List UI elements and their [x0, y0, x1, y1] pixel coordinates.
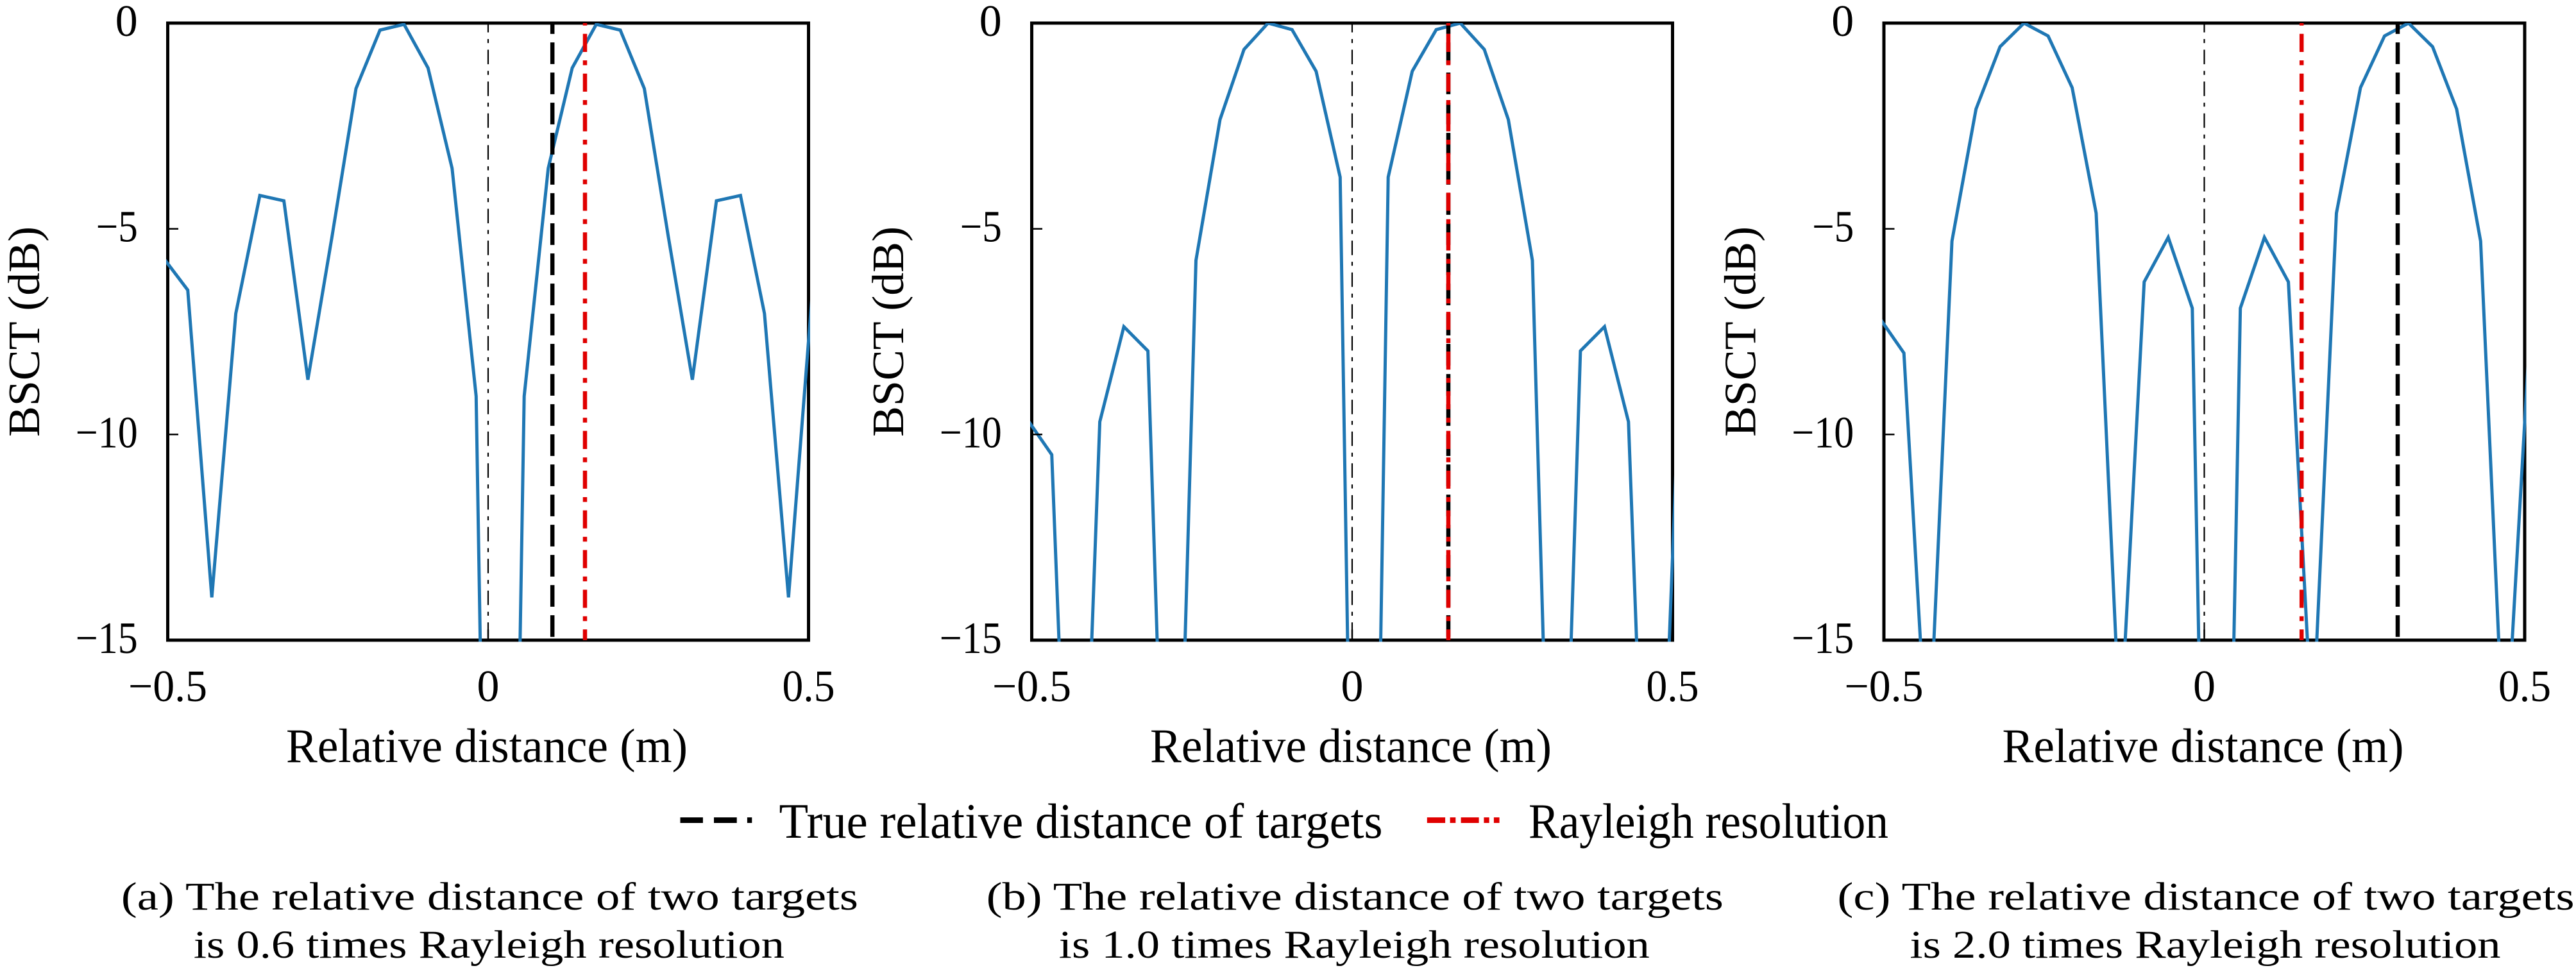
svg-text:−15: −15	[1792, 614, 1854, 663]
svg-text:−0.5: −0.5	[128, 662, 207, 711]
svg-text:is 0.6 times Rayleigh resoluti: is 0.6 times Rayleigh resolution	[194, 924, 784, 967]
svg-text:−10: −10	[1792, 408, 1854, 457]
svg-text:BSCT (dB): BSCT (dB)	[864, 226, 913, 437]
svg-text:−5: −5	[96, 203, 138, 252]
svg-text:True relative distance of targ: True relative distance of targets	[779, 793, 1383, 849]
svg-text:(c) The relative distance of t: (c) The relative distance of two targets	[1838, 876, 2575, 919]
svg-text:0: 0	[979, 0, 1002, 46]
svg-text:0: 0	[1341, 662, 1364, 711]
svg-text:−15: −15	[940, 614, 1002, 663]
svg-text:(b) The relative distance of t: (b) The relative distance of two targets	[987, 876, 1724, 919]
svg-text:0: 0	[1831, 0, 1854, 46]
svg-text:−10: −10	[940, 408, 1002, 457]
svg-text:is 2.0 times Rayleigh resoluti: is 2.0 times Rayleigh resolution	[1910, 924, 2501, 967]
svg-text:−10: −10	[76, 408, 138, 457]
svg-text:0: 0	[2193, 662, 2216, 711]
svg-text:0: 0	[477, 662, 500, 711]
svg-text:−5: −5	[1812, 203, 1854, 252]
svg-text:(a) The relative distance of t: (a) The relative distance of two targets	[121, 876, 858, 919]
svg-text:Relative distance (m): Relative distance (m)	[286, 720, 688, 773]
svg-text:BSCT (dB): BSCT (dB)	[0, 226, 49, 437]
svg-text:Relative distance (m): Relative distance (m)	[1150, 720, 1552, 773]
svg-text:Rayleigh resolution: Rayleigh resolution	[1529, 793, 1888, 849]
svg-text:is 1.0 times Rayleigh resoluti: is 1.0 times Rayleigh resolution	[1059, 924, 1650, 967]
svg-text:0: 0	[115, 0, 138, 46]
svg-text:0.5: 0.5	[783, 662, 835, 711]
svg-text:Relative distance (m): Relative distance (m)	[2003, 720, 2404, 773]
svg-text:−15: −15	[76, 614, 138, 663]
svg-text:0.5: 0.5	[1647, 662, 1699, 711]
svg-text:BSCT (dB): BSCT (dB)	[1716, 226, 1766, 437]
svg-text:0.5: 0.5	[2498, 662, 2551, 711]
svg-text:−0.5: −0.5	[992, 662, 1071, 711]
svg-text:−0.5: −0.5	[1845, 662, 1924, 711]
svg-text:−5: −5	[960, 203, 1002, 252]
